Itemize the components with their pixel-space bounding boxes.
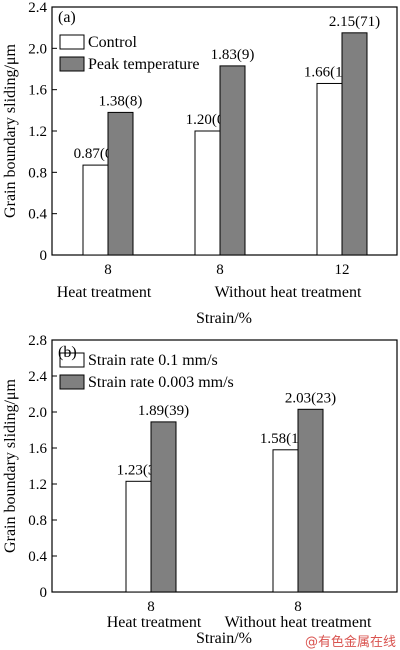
data-label: 2.15(71) (329, 14, 380, 30)
data-label: 2.03(23) (285, 390, 336, 406)
legend-label: Control (88, 34, 137, 51)
y-tick-label: 2.0 (28, 41, 47, 57)
watermark-text: @有色金属在线 (305, 634, 396, 650)
legend-swatch (59, 34, 85, 50)
y-tick-label: 0.4 (28, 207, 47, 223)
bar (297, 408, 324, 593)
x-tick-label: 8 (104, 262, 112, 278)
bar (194, 130, 221, 256)
y-tick-label: 1.2 (28, 124, 47, 140)
data-label: 1.20(0) (186, 112, 230, 128)
data-label: 1.38(8) (99, 93, 143, 109)
y-tick-label: 0.8 (28, 165, 47, 181)
bar (316, 82, 343, 256)
y-tick-label: 0.8 (28, 513, 47, 529)
bar (107, 111, 134, 256)
bar (150, 421, 177, 593)
y-tick-label: 2.4 (28, 369, 47, 385)
bar (82, 164, 109, 256)
bar (272, 449, 299, 593)
category-group-label: Heat treatment (57, 284, 152, 301)
x-tick-label: 8 (147, 599, 155, 615)
legend: Control Peak temperature (59, 34, 200, 73)
x-tick-label: 8 (294, 599, 302, 615)
y-tick-label: 1.6 (28, 441, 47, 457)
y-tick-label: 0 (40, 585, 48, 601)
data-label: 1.23(3) (117, 462, 161, 478)
legend-label: Strain rate 0.003 mm/s (88, 374, 234, 391)
y-tick-label: 0 (40, 248, 48, 264)
data-label: 1.83(9) (211, 47, 255, 63)
category-group-label: Without heat treatment (225, 614, 372, 631)
x-tick-label: 8 (216, 262, 224, 278)
bar (125, 480, 152, 593)
y-tick-label: 1.2 (28, 477, 47, 493)
y-axis-title: Grain boundary sliding/μm (2, 44, 19, 218)
legend-swatch (59, 374, 85, 390)
legend-swatch (59, 352, 85, 368)
panel-label: (a) (58, 9, 76, 26)
y-tick-label: 1.6 (28, 83, 47, 99)
data-label: 0.87(0) (74, 146, 118, 162)
category-group-label: Without heat treatment (215, 284, 362, 301)
category-group-label: Heat treatment (107, 614, 202, 631)
y-tick-label: 2.8 (28, 333, 47, 349)
legend: Strain rate 0.1 mm/s Strain rate 0.003 mm… (59, 352, 234, 391)
x-axis-title: Strain/% (196, 630, 252, 647)
legend-label: Strain rate 0.1 mm/s (88, 352, 218, 369)
plot-frame (51, 339, 398, 593)
x-axis-title: Strain/% (196, 310, 252, 327)
legend-swatch (59, 56, 85, 72)
bar (219, 65, 246, 256)
legend-label: Peak temperature (88, 56, 200, 73)
y-tick-label: 2.0 (28, 405, 47, 421)
panel-label: (b) (58, 344, 77, 361)
x-tick-label: 12 (335, 262, 350, 278)
y-tick-label: 0.4 (28, 549, 47, 565)
y-axis-title: Grain boundary sliding/μm (2, 379, 19, 553)
chart-panel-0: 0 0.4 0.8 1.2 1.6 2.0 2.4 8 8 12 Heat treatment Wit… (2, 0, 398, 327)
bar (341, 32, 368, 256)
y-tick-label: 2.4 (28, 0, 47, 16)
data-label: 1.89(39) (138, 403, 189, 419)
